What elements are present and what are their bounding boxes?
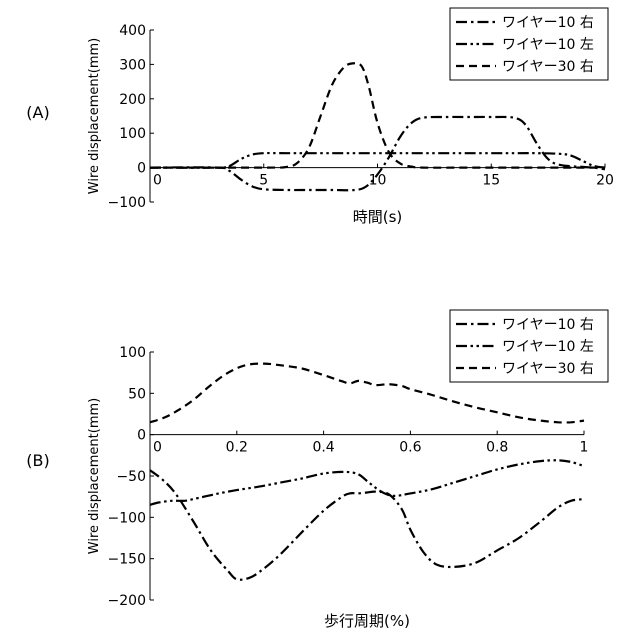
x-tick-label: 5 <box>259 173 268 189</box>
y-tick-label: −50 <box>116 469 146 485</box>
panel-a-chart: 4003002001000−10005101520時間(s)Wire displ… <box>26 8 614 226</box>
x-axis-label: 時間(s) <box>353 208 403 226</box>
legend-label-1: ワイヤー10 右 <box>502 15 594 31</box>
panel-label: (B) <box>26 451 49 470</box>
y-tick-label: 200 <box>119 92 146 108</box>
x-tick-label: 0.4 <box>312 440 334 456</box>
x-tick-label: 15 <box>482 173 500 189</box>
legend: ワイヤー10 右ワイヤー10 左ワイヤー30 右 <box>450 8 608 80</box>
y-tick-label: 100 <box>119 126 146 142</box>
y-tick-label: 100 <box>119 345 146 361</box>
y-axis-label: Wire displacement(mm) <box>87 38 102 194</box>
y-axis-label: Wire displacement(mm) <box>87 398 102 554</box>
x-tick-label: 0.2 <box>226 440 248 456</box>
legend-label-3: ワイヤー30 右 <box>502 59 594 75</box>
y-tick-label: −100 <box>108 195 146 211</box>
y-tick-label: 0 <box>137 161 146 177</box>
legend-label-1: ワイヤー10 右 <box>502 317 594 333</box>
x-tick-label: 0 <box>153 173 162 189</box>
y-tick-label: −150 <box>108 552 146 568</box>
x-tick-label: 0 <box>153 440 162 456</box>
legend-label-2: ワイヤー10 左 <box>502 37 594 53</box>
panel-b-chart: 100 50 0 −50 −100 −150 −200 0 0.2 0.4 0.6 0.8 1 歩行周期(… <box>26 310 608 630</box>
y-tick-label: 50 <box>128 386 146 402</box>
series-line-2 <box>150 460 584 505</box>
x-axis-label: 歩行周期(%) <box>324 612 410 630</box>
x-tick-label: 20 <box>596 173 614 189</box>
legend-label-3: ワイヤー30 右 <box>502 361 594 377</box>
x-tick-label: 0.6 <box>399 440 421 456</box>
y-tick-label: 0 <box>137 428 146 444</box>
legend-label-2: ワイヤー10 左 <box>502 339 594 355</box>
legend: ワイヤー10 右ワイヤー10 左ワイヤー30 右 <box>450 310 608 382</box>
y-tick-label: −200 <box>108 593 146 609</box>
series-line-1 <box>150 470 584 580</box>
x-tick-label: 1 <box>580 440 589 456</box>
y-tick-label: 300 <box>119 57 146 73</box>
y-tick-label: 400 <box>119 23 146 39</box>
x-tick-label: 0.8 <box>486 440 508 456</box>
panel-label: (A) <box>26 103 49 122</box>
y-tick-label: −100 <box>108 510 146 526</box>
